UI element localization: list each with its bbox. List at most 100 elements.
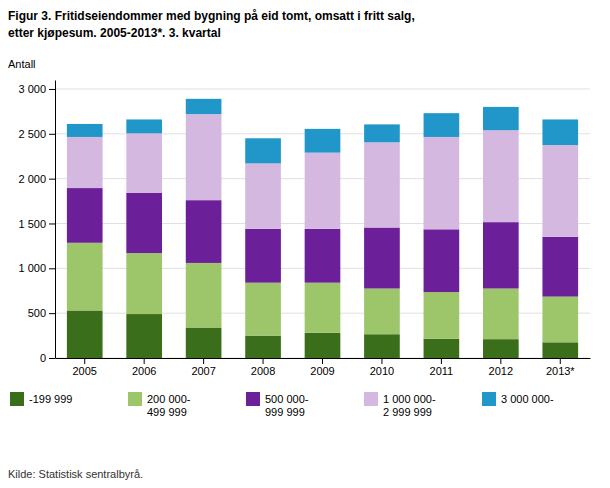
x-axis: 2005 2006 2007 2008 2009 2010 2011 2012 2013* (56, 358, 591, 377)
tick-label: 2 000 (18, 173, 46, 185)
bar (542, 119, 578, 145)
bar (186, 200, 222, 263)
bar (186, 114, 222, 200)
tick-mark (322, 358, 323, 364)
bar (483, 289, 519, 340)
bar (305, 229, 341, 283)
plot: 05001 0001 5002 0002 5003 00020052006200… (18, 81, 590, 377)
tick: 2012 (489, 358, 513, 377)
bar (364, 124, 400, 142)
bar (424, 137, 460, 229)
series (67, 99, 578, 164)
tick-mark (203, 358, 204, 364)
tick: 500 (28, 307, 55, 319)
bar (305, 283, 341, 333)
tick: 2006 (132, 358, 156, 377)
tick: 2011 (430, 358, 454, 377)
axis-title: Antall (8, 58, 36, 70)
tick-mark (84, 358, 85, 364)
bar (67, 243, 103, 311)
tick-label: 500 (28, 307, 46, 319)
legend-item: -199 999 (10, 392, 72, 406)
tick: 2010 (370, 358, 394, 377)
tick-mark (49, 179, 55, 180)
tick: 2008 (251, 358, 275, 377)
bar (305, 129, 341, 153)
bar (542, 342, 578, 358)
tick: 2013* (546, 358, 575, 377)
legend-item: 500 000-999 999 (246, 392, 309, 418)
bar (245, 336, 281, 358)
legend-swatch (10, 392, 24, 406)
tick: 2007 (191, 358, 215, 377)
tick-mark (49, 134, 55, 135)
bar (483, 107, 519, 130)
legend: -199 999 200 000-499 999 500 000-999 999 1 … (10, 392, 554, 418)
bar (364, 334, 400, 358)
tick-label: 2005 (72, 365, 96, 377)
tick: 2 500 (18, 128, 55, 140)
bar (364, 142, 400, 227)
tick-label: 2006 (132, 365, 156, 377)
tick-mark (49, 223, 55, 224)
legend-swatch (364, 392, 378, 406)
bar (483, 222, 519, 288)
bar (67, 137, 103, 188)
grid-line (55, 88, 590, 89)
bar (305, 153, 341, 229)
tick: 1 500 (18, 218, 55, 230)
tick: 2009 (310, 358, 334, 377)
legend-swatch (128, 392, 142, 406)
bar (67, 310, 103, 358)
bar (542, 297, 578, 343)
tick-label: 0 (40, 352, 46, 364)
tick-label: 2011 (430, 365, 454, 377)
bar (483, 130, 519, 222)
tick-mark (49, 358, 55, 359)
bar (542, 145, 578, 237)
tick-label: 2010 (370, 365, 394, 377)
bar (245, 138, 281, 163)
legend-swatch (246, 392, 260, 406)
tick-mark (560, 358, 561, 364)
legend-item: 200 000-499 999 (128, 392, 191, 418)
tick: 2005 (72, 358, 96, 377)
series (67, 114, 578, 237)
tick-mark (263, 358, 264, 364)
axis-line (55, 81, 56, 359)
bar (305, 333, 341, 358)
tick: 2 000 (18, 173, 55, 185)
bar (126, 253, 162, 314)
grid (55, 89, 590, 358)
y-axis: 0 500 1 000 1 500 2 000 2 500 3 000 (18, 81, 55, 365)
tick-mark (144, 358, 145, 364)
bar (186, 263, 222, 328)
bar (126, 314, 162, 358)
bar (364, 289, 400, 335)
bar (364, 228, 400, 289)
bar (67, 124, 103, 137)
tick-mark (441, 358, 442, 364)
tick-label: 2013* (546, 365, 575, 377)
legend-label: 3 000 000- (501, 393, 554, 405)
legend-label: 200 000-499 999 (147, 393, 191, 418)
tick: 1 000 (18, 262, 55, 274)
bar (542, 237, 578, 297)
bar (186, 328, 222, 358)
subtitle: etter kjøpesum. 2005-2013*. 3. kvartal (8, 26, 221, 40)
title: Figur 3. Fritidseiendommer med bygning p… (8, 9, 415, 23)
tick-label: 2009 (310, 365, 334, 377)
bar (126, 133, 162, 193)
tick-label: 2008 (251, 365, 275, 377)
tick-label: 2007 (191, 365, 215, 377)
tick-label: 3 000 (18, 83, 46, 95)
bar (186, 99, 222, 114)
tick-mark (49, 268, 55, 269)
legend-item: 1 000 000-2 999 999 (364, 392, 436, 418)
bar (67, 188, 103, 243)
tick: 3 000 (18, 83, 55, 95)
annotation: Kilde: Statistisk sentralbyrå. (8, 468, 143, 480)
bar (424, 339, 460, 358)
tick: 0 (40, 352, 55, 364)
bar (245, 163, 281, 228)
